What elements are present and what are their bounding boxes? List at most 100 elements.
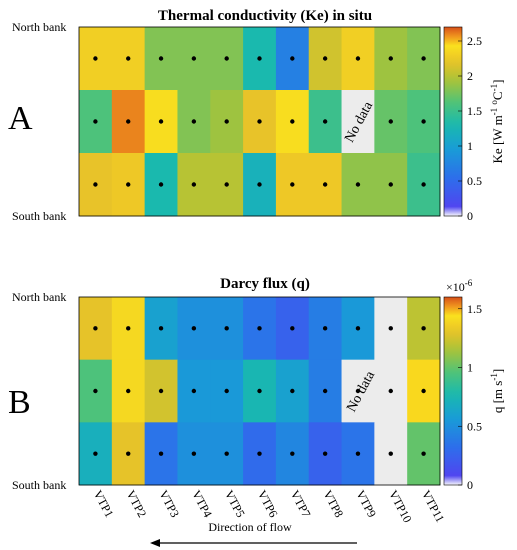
panel-b-north-bank-label: North bank bbox=[12, 290, 66, 304]
colorbar-tick-label: 1.5 bbox=[467, 104, 482, 118]
measurement-dot bbox=[257, 326, 262, 331]
heatmap-cell bbox=[341, 90, 375, 154]
measurement-dot bbox=[388, 56, 393, 61]
measurement-dot bbox=[158, 182, 164, 187]
measurement-dot bbox=[290, 56, 295, 61]
panel-a-north-bank-label: North bank bbox=[12, 20, 66, 34]
measurement-dot bbox=[355, 56, 361, 61]
colorbar-label: Ke [W m-1​ o​C-1​] bbox=[489, 80, 505, 164]
colorbar-tick-label: 1.5 bbox=[467, 302, 482, 316]
measurement-dot bbox=[322, 326, 328, 331]
measurement-dot bbox=[93, 119, 98, 124]
panel-a-south-bank-label: South bank bbox=[12, 209, 66, 223]
measurement-dot bbox=[322, 182, 328, 187]
measurement-dot bbox=[290, 451, 295, 456]
measurement-dot bbox=[126, 326, 131, 331]
measurement-dot bbox=[355, 326, 361, 331]
measurement-dot bbox=[257, 56, 262, 61]
measurement-dot bbox=[126, 388, 131, 394]
x-tick-label: VTP2 bbox=[124, 488, 150, 520]
panel-b: Darcy flux (q) North bank South bank B N… bbox=[8, 276, 505, 525]
colorbar-tick-label: 0 bbox=[467, 209, 473, 223]
measurement-dot bbox=[93, 182, 98, 187]
x-tick-label: VTP3 bbox=[156, 488, 182, 520]
measurement-dot bbox=[355, 388, 361, 394]
colorbar-gradient bbox=[443, 26, 463, 217]
measurement-dot bbox=[158, 119, 164, 124]
measurement-dot bbox=[93, 56, 98, 61]
measurement-dot bbox=[355, 451, 361, 456]
measurement-dot bbox=[191, 451, 197, 456]
measurement-dot bbox=[388, 326, 393, 331]
measurement-dot bbox=[421, 451, 426, 456]
measurement-dot bbox=[191, 388, 197, 394]
x-tick-label: VTP7 bbox=[288, 488, 314, 520]
colorbar-tick-label: 0.5 bbox=[467, 174, 482, 188]
x-tick-label: VTP11 bbox=[419, 488, 447, 525]
measurement-dot bbox=[290, 388, 295, 394]
panel-b-letter: B bbox=[8, 384, 31, 421]
measurement-dot bbox=[322, 388, 328, 394]
colorbar-tick-label: 2.5 bbox=[467, 34, 482, 48]
measurement-dot bbox=[126, 119, 131, 124]
panel-b-south-bank-label: South bank bbox=[12, 478, 66, 492]
measurement-dot bbox=[93, 326, 98, 331]
measurement-dot bbox=[290, 119, 295, 124]
colorbar-label: q [m s-1​] bbox=[489, 369, 505, 413]
colorbar-tick-label: 0.5 bbox=[467, 419, 482, 433]
panel-a-title: Thermal conductivity (Ke) in situ bbox=[158, 8, 372, 24]
measurement-dot bbox=[158, 326, 164, 331]
measurement-dot bbox=[388, 451, 393, 456]
panel-b-heatmap: No data bbox=[78, 296, 441, 486]
measurement-dot bbox=[322, 451, 328, 456]
measurement-dot bbox=[257, 451, 262, 456]
measurement-dot bbox=[421, 119, 426, 124]
x-tick-label: VTP9 bbox=[353, 488, 379, 520]
measurement-dot bbox=[126, 56, 131, 61]
measurement-dot bbox=[421, 182, 426, 187]
measurement-dot bbox=[421, 388, 426, 394]
measurement-dot bbox=[290, 326, 295, 331]
x-tick-label: VTP4 bbox=[189, 488, 215, 520]
measurement-dot bbox=[388, 119, 393, 124]
colorbar-gradient bbox=[443, 296, 463, 486]
measurement-dot bbox=[257, 388, 262, 394]
x-tick-label: VTP8 bbox=[320, 488, 346, 520]
heatmap-frame bbox=[78, 296, 441, 486]
measurement-dot bbox=[191, 119, 197, 124]
panel-b-colorbar: 0 0.5 1 1.5 q [m s-1​] ×10-6 bbox=[443, 278, 505, 492]
measurement-dot bbox=[257, 119, 262, 124]
flow-direction-label: Direction of flow bbox=[208, 520, 292, 534]
measurement-dot bbox=[158, 56, 164, 61]
measurement-dot bbox=[126, 182, 131, 187]
measurement-dot bbox=[191, 56, 197, 61]
measurement-dot bbox=[388, 182, 393, 187]
panel-a-letter: A bbox=[8, 100, 33, 137]
measurement-dot bbox=[93, 451, 98, 456]
colorbar-tick-label: 1 bbox=[467, 139, 473, 153]
measurement-dot bbox=[257, 182, 262, 187]
measurement-dot bbox=[421, 56, 426, 61]
measurement-dot bbox=[224, 119, 229, 124]
measurement-dot bbox=[224, 326, 229, 331]
measurement-dot bbox=[224, 451, 229, 456]
measurement-dot bbox=[290, 182, 295, 187]
measurement-dot bbox=[93, 388, 98, 394]
measurement-dot bbox=[224, 182, 229, 187]
measurement-dot bbox=[191, 182, 197, 187]
flow-direction-arrow-head bbox=[150, 539, 160, 547]
measurement-dot bbox=[224, 388, 229, 394]
measurement-dot bbox=[388, 388, 393, 394]
heatmap-frame bbox=[78, 26, 441, 217]
panel-a: Thermal conductivity (Ke) in situ North … bbox=[8, 8, 505, 223]
colorbar-exponent: ×10-6 bbox=[446, 278, 473, 294]
measurement-dot bbox=[224, 56, 229, 61]
measurement-dot bbox=[158, 388, 164, 394]
flow-direction: Direction of flow bbox=[150, 520, 357, 547]
colorbar-tick-label: 1 bbox=[467, 361, 473, 375]
colorbar-tick-label: 0 bbox=[467, 478, 473, 492]
measurement-dot bbox=[322, 119, 328, 124]
x-tick-label: VTP6 bbox=[255, 488, 281, 520]
x-tick-label: VTP5 bbox=[222, 488, 248, 520]
